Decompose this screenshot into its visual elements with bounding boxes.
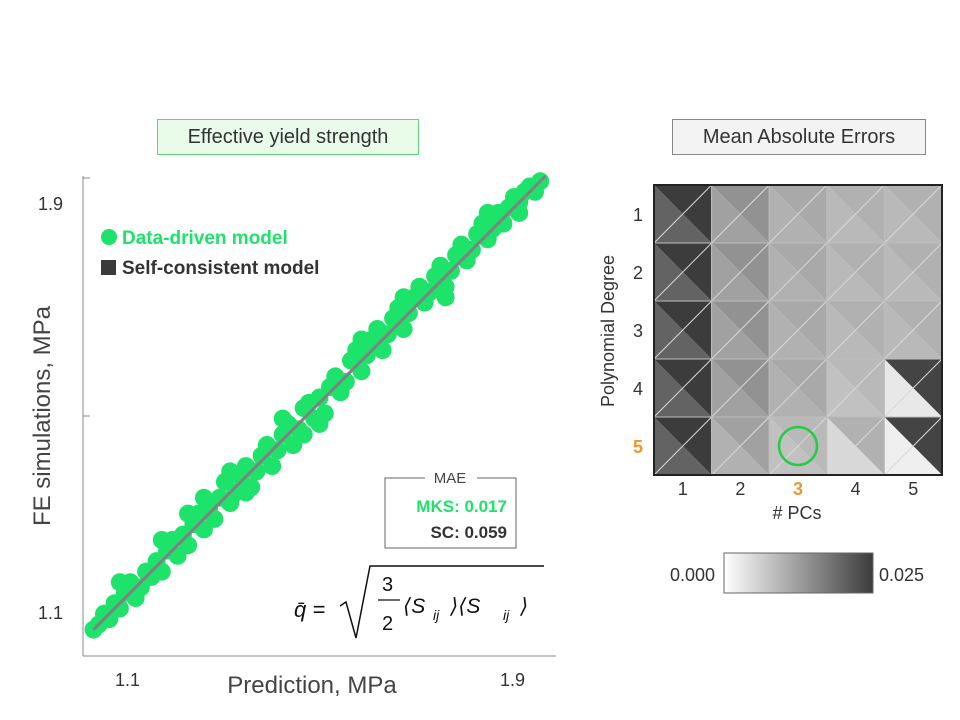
scatter-x-axis-label: Prediction, MPa <box>227 672 397 699</box>
data-point <box>352 330 371 349</box>
heatmap-cells <box>653 184 943 476</box>
heatmap-cell-diagonal <box>884 300 943 360</box>
heatmap-y-tick-label: 3 <box>633 321 643 341</box>
legend-marker-data-driven <box>101 229 117 245</box>
heatmap-cell-diagonal <box>884 358 943 418</box>
formula-lhs: q̄ = <box>294 597 325 622</box>
heatmap-y-tick-label: 5 <box>633 437 643 457</box>
data-point <box>436 288 455 307</box>
fit-line <box>92 174 547 631</box>
formula-sub-1: ij <box>433 607 440 623</box>
x-tick-label-left: 1.1 <box>115 670 140 690</box>
heatmap-cell-diagonal <box>653 416 712 476</box>
formula-numerator: 3 <box>382 574 393 596</box>
data-point <box>179 504 198 523</box>
legend-label-self-consistent: Self-consistent model <box>122 258 319 279</box>
heatmap-x-labels: 1 2 3 4 5 <box>678 479 918 499</box>
data-point <box>194 488 213 507</box>
heatmap-y-axis-label: Polynomial Degree <box>598 255 618 407</box>
heatmap-cell-diagonal <box>711 242 770 302</box>
heatmap-x-tick-label: 4 <box>851 479 861 499</box>
heatmap-cell-diagonal <box>826 358 885 418</box>
legend-marker-self-consistent <box>101 260 116 275</box>
mae-box-title-bg <box>425 468 477 488</box>
formula-sub-2: ij <box>503 607 510 623</box>
heatmap-cell-diagonal <box>826 184 885 244</box>
heatmap-cell-diagonal <box>653 300 712 360</box>
heatmap-cell-diagonal <box>653 242 712 302</box>
heatmap-chart: 1 2 3 4 5 1 2 3 4 5 # PCs Polynomial Degree 0.00… <box>598 184 943 594</box>
heatmap-cell-diagonal <box>711 358 770 418</box>
data-point <box>478 203 497 222</box>
heatmap-cell-diagonal <box>711 300 770 360</box>
formula: q̄ = 3 2 ⟨S ij ⟩⟨S ij ⟩ <box>294 565 544 639</box>
heatmap-cell-diagonal <box>826 416 885 476</box>
y-tick-label-top: 1.9 <box>38 194 63 214</box>
data-point <box>310 414 329 433</box>
mae-sc-value: SC: 0.059 <box>430 523 507 542</box>
heatmap-x-tick-label: 3 <box>793 479 803 499</box>
data-point <box>236 483 255 502</box>
data-point <box>110 599 129 618</box>
heatmap-x-axis-label: # PCs <box>772 503 821 523</box>
colorbar-gradient <box>723 552 874 594</box>
data-point <box>273 409 292 428</box>
formula-mid: ⟩⟨S <box>449 595 480 618</box>
formula-end: ⟩ <box>519 595 528 618</box>
heatmap-x-tick-label: 2 <box>735 479 745 499</box>
heatmap-cell-diagonal <box>884 184 943 244</box>
formula-body: ⟨S <box>403 595 425 618</box>
heatmap-cell-diagonal <box>768 300 828 360</box>
x-tick-label-right: 1.9 <box>500 670 525 690</box>
heatmap-x-tick-label: 5 <box>908 479 918 499</box>
mae-box-title: MAE <box>434 470 467 487</box>
data-point <box>494 214 513 233</box>
heatmap-y-labels: 1 2 3 4 5 <box>633 205 643 457</box>
data-point <box>263 457 282 476</box>
colorbar-max-label: 0.025 <box>879 565 924 585</box>
heatmap-cell-diagonal <box>711 416 770 476</box>
scatter-legend: Data-driven model Self-consistent model <box>101 228 319 279</box>
heatmap-cell-diagonal <box>653 358 712 418</box>
mae-box: MAE MKS: 0.017 SC: 0.059 <box>384 468 517 549</box>
formula-denominator: 2 <box>382 613 393 635</box>
heatmap-y-tick-label: 2 <box>633 263 643 283</box>
data-point <box>294 425 313 444</box>
data-point <box>221 462 240 481</box>
heatmap-cell-diagonal <box>884 416 943 476</box>
heatmap-cell-diagonal <box>826 242 885 302</box>
data-point <box>394 288 413 307</box>
mae-mks-value: MKS: 0.017 <box>416 497 507 516</box>
heatmap-cell-diagonal <box>768 358 828 418</box>
y-tick-label-bottom: 1.1 <box>38 603 63 623</box>
heatmap-y-tick-label: 1 <box>633 205 643 225</box>
scatter-title: Effective yield strength <box>157 119 419 155</box>
heatmap-title: Mean Absolute Errors <box>672 119 926 155</box>
heatmap-x-tick-label: 1 <box>678 479 688 499</box>
data-point <box>336 372 355 391</box>
heatmap-cell-diagonal <box>768 416 828 476</box>
data-point <box>152 531 171 549</box>
heatmap-y-tick-label: 4 <box>633 379 643 399</box>
data-point <box>110 573 129 592</box>
best-model-marker <box>777 425 819 467</box>
heatmap-cell-diagonal <box>711 184 770 244</box>
data-point <box>247 462 266 481</box>
scatter-y-axis-label: FE simulations, MPa <box>29 305 56 526</box>
scatter-chart: 1.9 1.1 1.1 1.9 Prediction, MPa FE simul… <box>29 172 556 699</box>
legend-label-data-driven: Data-driven model <box>122 228 288 249</box>
heatmap-cell-diagonal <box>768 184 828 244</box>
heatmap-cell-diagonal <box>884 242 943 302</box>
heatmap-cell-diagonal <box>653 184 712 244</box>
heatmap-frame <box>653 184 943 476</box>
heatmap-cell-diagonal <box>768 242 828 302</box>
formula-sqrt-sign <box>339 565 544 639</box>
colorbar-min-label: 0.000 <box>670 565 715 585</box>
heatmap-cell-diagonal <box>826 300 885 360</box>
data-point <box>268 441 287 460</box>
colorbar: 0.000 0.025 <box>670 552 924 594</box>
